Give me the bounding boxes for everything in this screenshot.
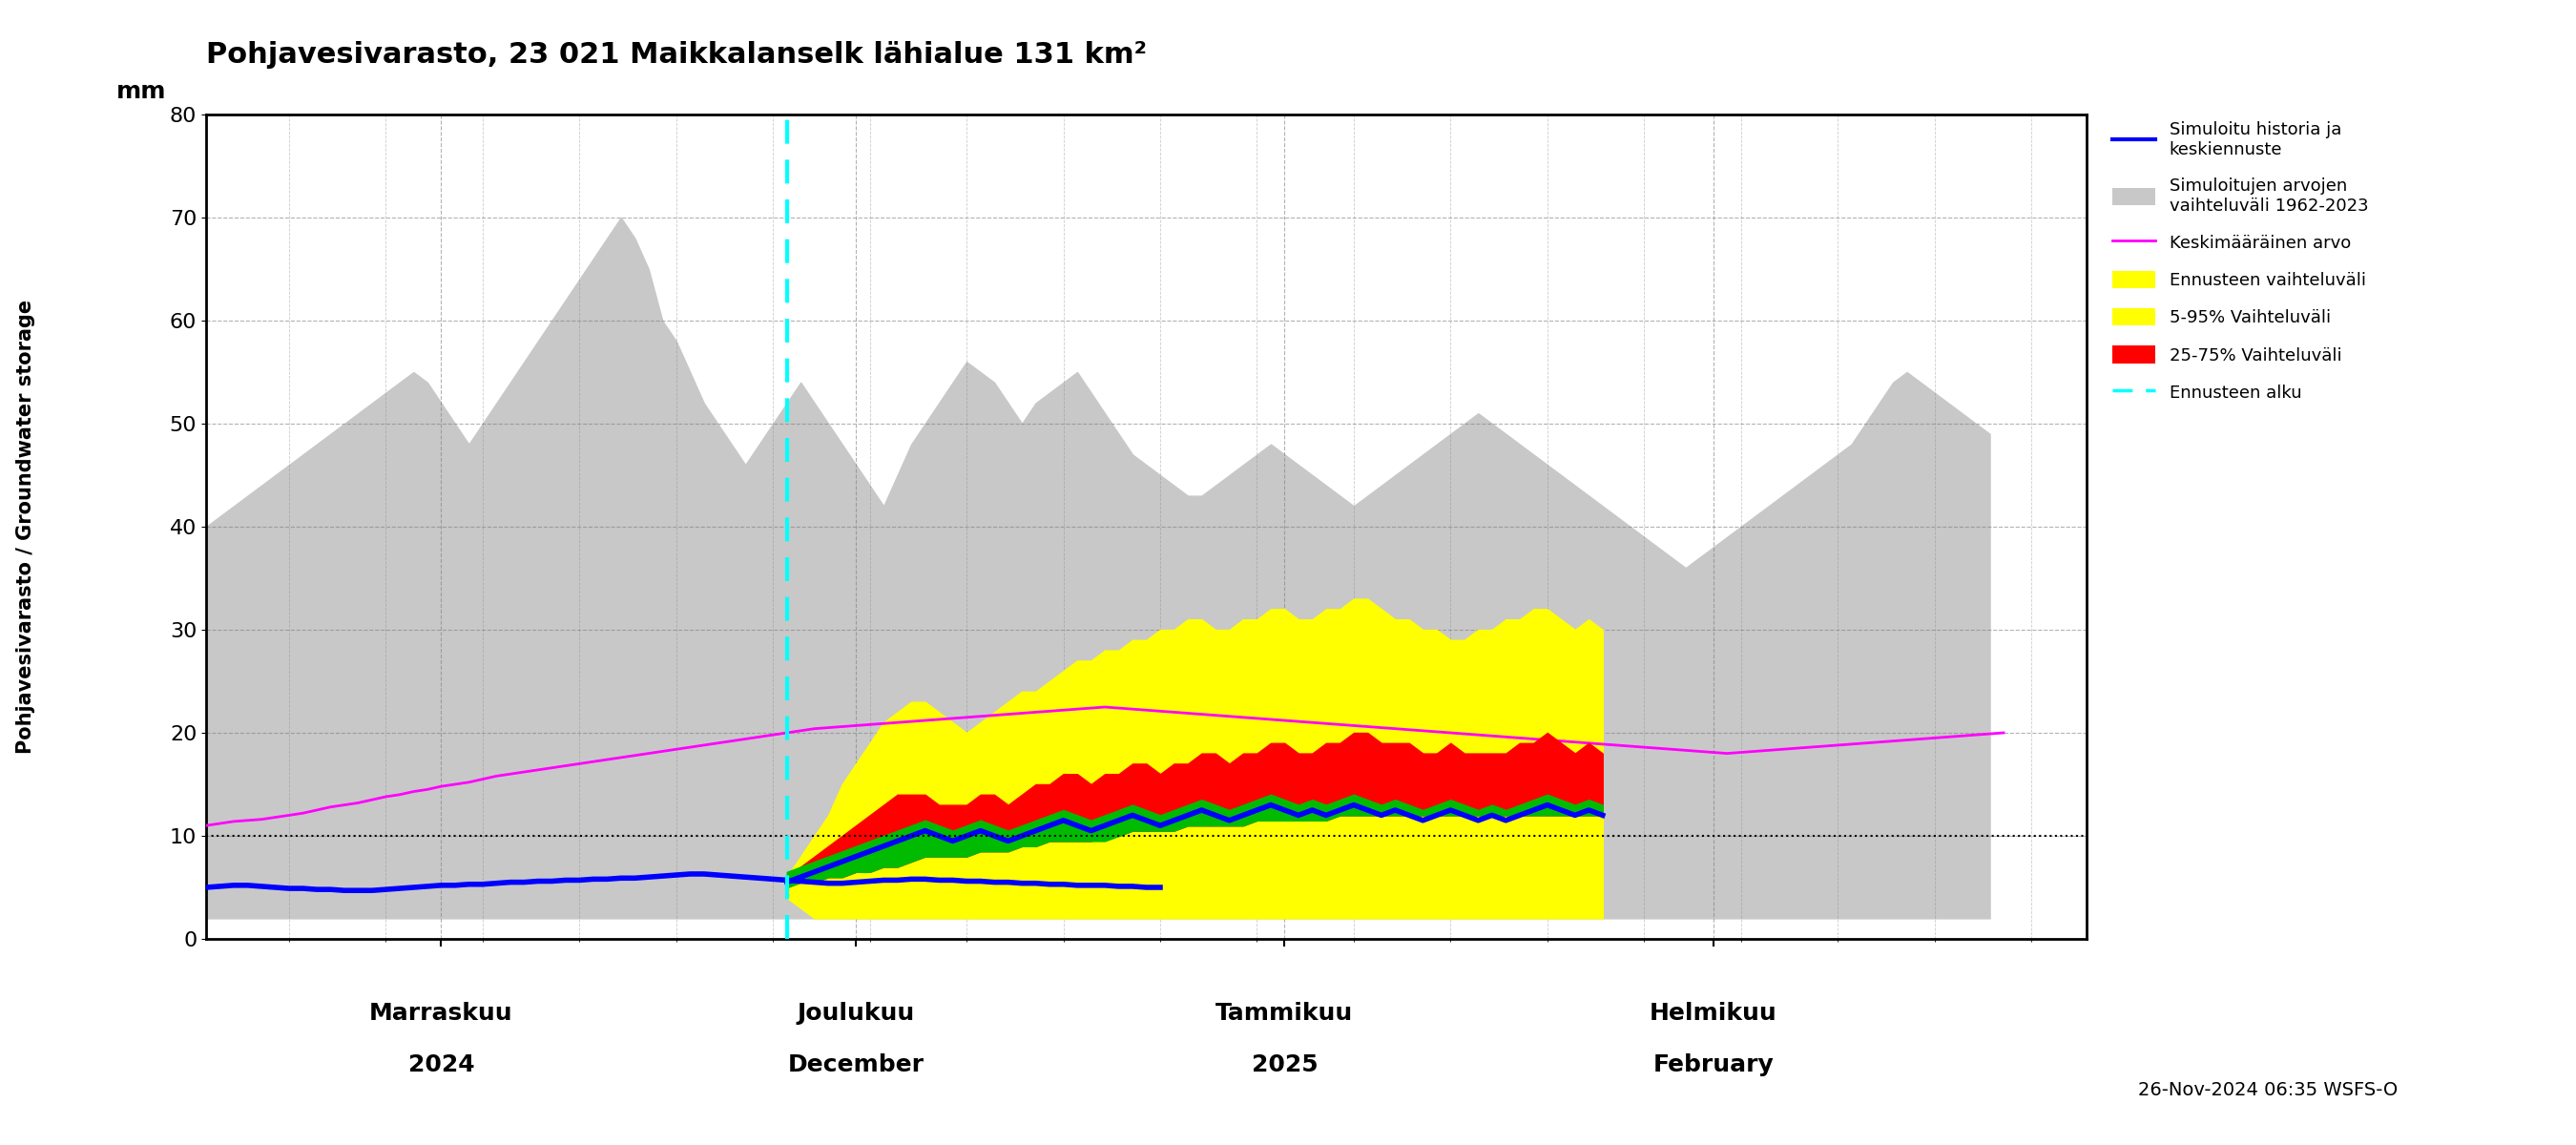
- Text: 2025: 2025: [1252, 1053, 1319, 1076]
- Text: Marraskuu: Marraskuu: [368, 1002, 513, 1025]
- Text: Helmikuu: Helmikuu: [1649, 1002, 1777, 1025]
- Text: Pohjavesivarasto, 23 021 Maikkalanselk lähialue 131 km²: Pohjavesivarasto, 23 021 Maikkalanselk l…: [206, 41, 1146, 69]
- Text: Tammikuu: Tammikuu: [1216, 1002, 1352, 1025]
- Text: 2024: 2024: [407, 1053, 474, 1076]
- Text: Joulukuu: Joulukuu: [796, 1002, 914, 1025]
- Text: December: December: [788, 1053, 925, 1076]
- Text: mm: mm: [116, 80, 167, 103]
- Text: February: February: [1654, 1053, 1775, 1076]
- Text: 26-Nov-2024 06:35 WSFS-O: 26-Nov-2024 06:35 WSFS-O: [2138, 1081, 2398, 1099]
- Legend: Simuloitu historia ja
keskiennuste, Simuloitujen arvojen
vaihteluväli 1962-2023,: Simuloitu historia ja keskiennuste, Simu…: [2105, 114, 2375, 409]
- Text: Pohjavesivarasto / Groundwater storage: Pohjavesivarasto / Groundwater storage: [15, 300, 36, 753]
